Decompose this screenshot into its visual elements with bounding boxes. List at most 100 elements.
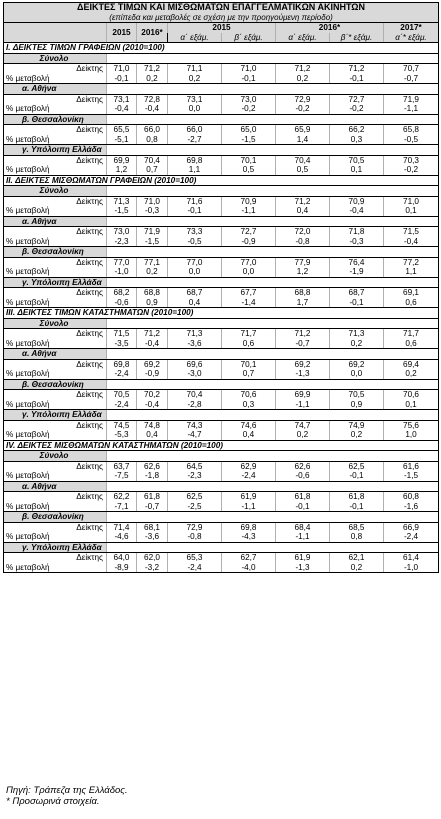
header-2015: 2015	[106, 22, 137, 43]
change-value: 0,6	[382, 297, 440, 308]
index-value: 70,4	[167, 389, 222, 400]
change-row-label: % μεταβολή	[3, 267, 107, 278]
index-value: 62,0	[136, 552, 168, 563]
index-value: 61,6	[382, 461, 440, 471]
index-value: 74,6	[221, 420, 276, 430]
group-spacer	[105, 450, 440, 462]
index-value: 69,2	[275, 359, 330, 369]
change-value: 0,0	[221, 267, 276, 278]
change-value: -0,6	[106, 297, 137, 308]
index-value: 65,0	[221, 124, 276, 135]
index-value: 74,8	[136, 420, 168, 430]
change-value: -1,5	[136, 236, 168, 247]
table-row: Δείκτης 71,4 68,1 72,9 69,8 68,4 68,5 66,9	[3, 522, 440, 532]
change-value: 0,6	[221, 338, 276, 349]
table-row: % μεταβολή -2,4 -0,4 -2,8 0,3 -1,1 0,9 0,1	[3, 399, 440, 410]
change-value: 1,2	[106, 165, 137, 176]
change-value: -0,9	[136, 369, 168, 380]
group-label: Σύνολο	[3, 317, 107, 329]
change-value: 0,3	[221, 399, 276, 410]
change-value: -1,5	[106, 206, 137, 217]
change-value: -2,8	[167, 399, 222, 410]
index-value: 61,8	[329, 491, 384, 502]
change-value: 0,5	[275, 165, 330, 176]
section-title: I. ΔΕΙΚΤΕΣ ΤΙΜΩΝ ΓΡΑΦΕΙΩΝ (2010=100)	[2, 42, 440, 54]
change-value: -0,4	[136, 104, 168, 115]
change-value: -1,1	[275, 532, 330, 543]
change-value: -3,0	[167, 369, 222, 380]
group-label: Σύνολο	[3, 450, 107, 462]
change-value: -1,9	[329, 267, 384, 278]
index-value: 69,2	[329, 359, 384, 369]
change-value: -3,6	[167, 338, 222, 349]
table-row: % μεταβολή -1,0 0,2 0,0 0,0 1,2 -1,9 1,1	[3, 267, 440, 278]
index-value: 61,9	[275, 552, 330, 563]
index-value: 69,6	[167, 359, 222, 369]
index-value: 64,5	[167, 461, 222, 471]
provisional-note: * Προσωρινά στοιχεία.	[6, 796, 100, 807]
group-spacer	[105, 276, 440, 288]
change-value: 1,0	[382, 430, 440, 441]
table-row: % μεταβολή -5,1 0,8 -2,7 -1,5 1,4 0,3 -0,5	[3, 134, 440, 145]
change-row-label: % μεταβολή	[3, 236, 107, 247]
table-row: Δείκτης 64,0 62,0 65,3 62,7 61,9 62,1 61,4	[3, 552, 440, 563]
change-value: -4,6	[106, 532, 137, 543]
change-row-label: % μεταβολή	[3, 562, 107, 573]
group-spacer	[105, 83, 440, 95]
index-value: 71,7	[382, 328, 440, 339]
change-value: 1,1	[382, 267, 440, 278]
index-value: 70,7	[382, 63, 440, 74]
index-row-label: Δείκτης	[3, 491, 107, 502]
index-value: 66,0	[167, 124, 222, 135]
change-value: -0,3	[329, 236, 384, 247]
group-spacer	[105, 378, 440, 390]
change-value: -5,1	[106, 134, 137, 145]
group-label: γ. Υπόλοιπη Ελλάδα	[3, 144, 107, 156]
change-value: -1,3	[275, 562, 330, 573]
source-note: Πηγή: Τράπεζα της Ελλάδος.	[6, 785, 128, 796]
index-value: 71,6	[167, 196, 222, 206]
table-row: Δείκτης 77,0 77,1 77,0 77,0 77,9 76,4 77,2	[3, 257, 440, 267]
change-value: -0,2	[221, 104, 276, 115]
index-value: 71,4	[106, 522, 137, 532]
header-group-2017: 2017*	[382, 22, 440, 33]
change-row-label: % μεταβολή	[3, 532, 107, 543]
change-value: -3,5	[106, 338, 137, 349]
index-value: 69,4	[382, 359, 440, 369]
group-spacer	[105, 348, 440, 360]
change-value: -1,5	[382, 471, 440, 482]
change-value: 0,2	[275, 430, 330, 441]
index-row-label: Δείκτης	[3, 461, 107, 471]
change-value: -0,7	[275, 338, 330, 349]
header-quarter: α΄ εξάμ.	[275, 32, 330, 43]
header-quarter: β΄ εξάμ.	[221, 32, 276, 43]
change-value: 1,7	[275, 297, 330, 308]
table-row: Δείκτης 69,9 70,4 69,8 70,1 70,4 70,5 70,3	[3, 155, 440, 165]
change-value: -1,3	[275, 369, 330, 380]
index-value: 66,2	[329, 124, 384, 135]
change-value: 0,4	[167, 297, 222, 308]
change-value: -0,1	[275, 501, 330, 512]
table-row: % μεταβολή -0,6 0,9 0,4 -1,4 1,7 -0,1 0,6	[3, 297, 440, 308]
index-value: 65,9	[275, 124, 330, 135]
change-value: -1,1	[275, 399, 330, 410]
index-value: 62,6	[275, 461, 330, 471]
index-row-label: Δείκτης	[3, 94, 107, 104]
index-value: 70,1	[221, 359, 276, 369]
index-value: 70,5	[329, 155, 384, 165]
change-value: 0,7	[221, 369, 276, 380]
index-row-label: Δείκτης	[3, 226, 107, 237]
index-value: 62,6	[136, 461, 168, 471]
change-value: -0,1	[329, 471, 384, 482]
change-row-label: % μεταβολή	[3, 134, 107, 145]
group-spacer	[105, 246, 440, 258]
index-value: 70,9	[221, 196, 276, 206]
index-value: 77,2	[382, 257, 440, 267]
change-value: 0,7	[136, 165, 168, 176]
index-row-label: Δείκτης	[3, 124, 107, 135]
table-row: Δείκτης 74,5 74,8 74,3 74,6 74,7 74,9 75,6	[3, 420, 440, 430]
table-row: % μεταβολή -2,4 -0,9 -3,0 0,7 -1,3 0,0 0,2	[3, 369, 440, 380]
index-value: 71,0	[106, 63, 137, 74]
table-row: % μεταβολή -0,4 -0,4 0,0 -0,2 -0,2 -0,2 -1,1	[3, 104, 440, 115]
index-value: 68,8	[275, 287, 330, 298]
